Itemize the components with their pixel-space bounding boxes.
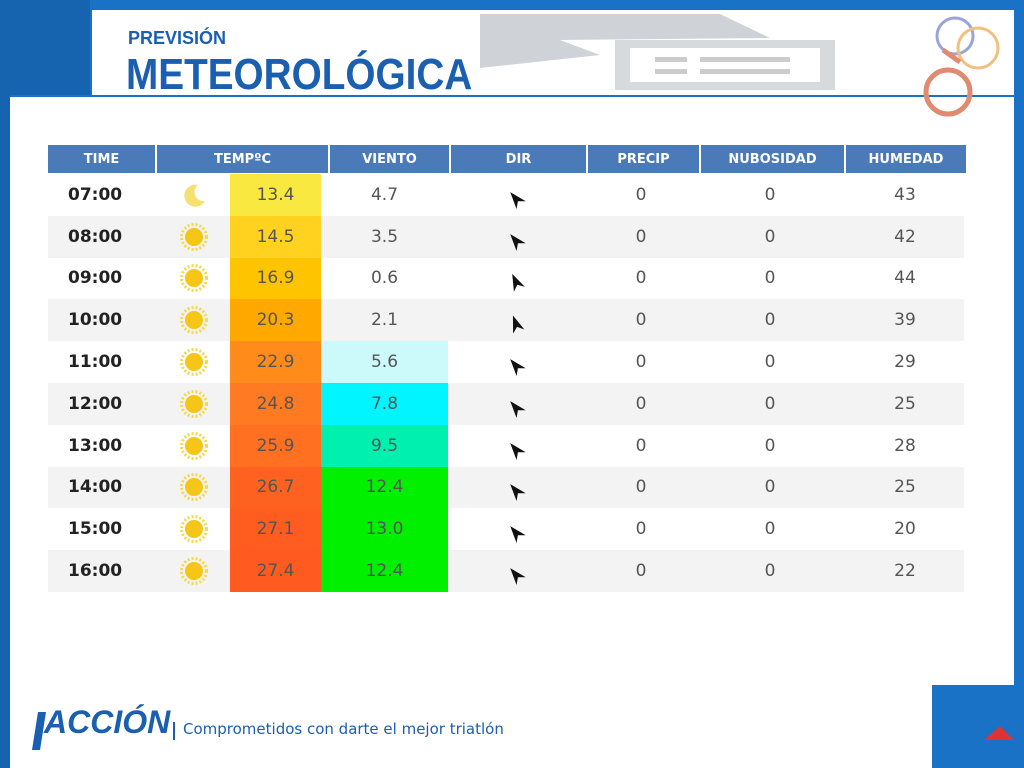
humidity-cell: 20 bbox=[894, 519, 916, 540]
time-cell: 08:00 bbox=[68, 226, 123, 247]
temp-cell: 26.7 bbox=[230, 466, 321, 509]
weather-icon bbox=[157, 508, 230, 550]
cloud-cell: 0 bbox=[764, 519, 776, 540]
time-cell: 07:00 bbox=[68, 184, 123, 205]
precip-cell: 0 bbox=[635, 393, 647, 414]
precip-cell: 0 bbox=[635, 184, 647, 205]
humidity-cell: 22 bbox=[894, 561, 916, 582]
precip-cell: 0 bbox=[635, 519, 647, 540]
weather-icon bbox=[157, 174, 230, 216]
humidity-cell: 25 bbox=[894, 393, 916, 414]
wind-direction bbox=[451, 467, 581, 509]
column-header: HUMEDAD bbox=[846, 145, 968, 173]
wind-cell: 7.8 bbox=[321, 383, 448, 425]
humidity-cell: 43 bbox=[894, 184, 916, 205]
cloud-cell: 0 bbox=[764, 268, 776, 289]
temp-cell: 24.8 bbox=[230, 383, 321, 425]
precip-cell: 0 bbox=[635, 352, 647, 373]
precip-cell: 0 bbox=[635, 226, 647, 247]
wind-cell: 12.4 bbox=[321, 550, 448, 592]
weather-icon bbox=[157, 550, 230, 592]
temp-cell: 27.1 bbox=[230, 508, 321, 551]
wind-cell: 0.6 bbox=[370, 268, 399, 289]
humidity-cell: 39 bbox=[894, 310, 916, 331]
cloud-cell: 0 bbox=[764, 435, 776, 456]
humidity-cell: 42 bbox=[894, 226, 916, 247]
column-header: TEMPºC bbox=[157, 145, 330, 173]
temp-cell: 22.9 bbox=[230, 341, 321, 383]
time-cell: 16:00 bbox=[68, 561, 123, 582]
cloud-cell: 0 bbox=[764, 352, 776, 373]
cloud-cell: 0 bbox=[764, 561, 776, 582]
wind-direction bbox=[451, 341, 581, 383]
wind-cell: 2.1 bbox=[370, 310, 399, 331]
wind-direction bbox=[451, 425, 581, 467]
wind-direction bbox=[451, 174, 581, 216]
weather-icon bbox=[157, 425, 230, 467]
temp-cell: 14.5 bbox=[230, 215, 321, 258]
weather-icon bbox=[157, 383, 230, 425]
weather-icon bbox=[157, 299, 230, 341]
wind-direction bbox=[451, 383, 581, 425]
precip-cell: 0 bbox=[635, 435, 647, 456]
temp-cell: 27.4 bbox=[230, 550, 321, 592]
wind-cell: 9.5 bbox=[321, 424, 448, 467]
time-cell: 14:00 bbox=[68, 477, 123, 498]
column-header: DIR bbox=[451, 145, 588, 173]
wind-cell: 5.6 bbox=[321, 341, 448, 383]
brand: ACCIÓN bbox=[44, 704, 171, 740]
cloud-cell: 0 bbox=[764, 477, 776, 498]
cloud-cell: 0 bbox=[764, 184, 776, 205]
row-bg bbox=[48, 174, 964, 216]
precip-cell: 0 bbox=[635, 310, 647, 331]
weather-icon bbox=[157, 216, 230, 258]
weather-icon bbox=[157, 341, 230, 383]
precip-cell: 0 bbox=[635, 477, 647, 498]
column-header: PRECIP bbox=[588, 145, 701, 173]
weather-icon bbox=[157, 467, 230, 509]
weather-icon bbox=[157, 258, 230, 300]
wind-direction bbox=[451, 508, 581, 550]
time-cell: 09:00 bbox=[68, 268, 123, 289]
time-cell: 12:00 bbox=[68, 393, 123, 414]
cloud-cell: 0 bbox=[764, 310, 776, 331]
wind-cell: 13.0 bbox=[321, 508, 448, 551]
wind-cell: 4.7 bbox=[370, 184, 399, 205]
wind-direction bbox=[451, 216, 581, 258]
humidity-cell: 25 bbox=[894, 477, 916, 498]
temp-cell: 13.4 bbox=[230, 174, 321, 216]
wind-direction bbox=[451, 550, 581, 592]
precip-cell: 0 bbox=[635, 268, 647, 289]
time-cell: 15:00 bbox=[68, 519, 123, 540]
column-header: TIME bbox=[48, 145, 157, 173]
time-cell: 10:00 bbox=[68, 310, 123, 331]
cloud-cell: 0 bbox=[764, 226, 776, 247]
time-cell: 13:00 bbox=[68, 435, 123, 456]
humidity-cell: 28 bbox=[894, 435, 916, 456]
humidity-cell: 44 bbox=[894, 268, 916, 289]
wind-direction bbox=[451, 299, 581, 341]
kicker: PREVISIÓN bbox=[128, 28, 227, 48]
wind-cell: 3.5 bbox=[370, 226, 399, 247]
cloud-cell: 0 bbox=[764, 393, 776, 414]
precip-cell: 0 bbox=[635, 561, 647, 582]
title: METEOROLÓGICA bbox=[126, 50, 473, 99]
temp-cell: 16.9 bbox=[230, 257, 321, 300]
tagline: Comprometidos con darte el mejor triatló… bbox=[183, 720, 504, 738]
temp-cell: 25.9 bbox=[230, 424, 321, 467]
wind-direction bbox=[451, 258, 581, 300]
wind-cell: 12.4 bbox=[321, 466, 448, 509]
humidity-cell: 29 bbox=[894, 352, 916, 373]
temp-cell: 20.3 bbox=[230, 299, 321, 342]
time-cell: 11:00 bbox=[68, 352, 123, 373]
column-header: VIENTO bbox=[330, 145, 451, 173]
column-header: NUBOSIDAD bbox=[701, 145, 846, 173]
